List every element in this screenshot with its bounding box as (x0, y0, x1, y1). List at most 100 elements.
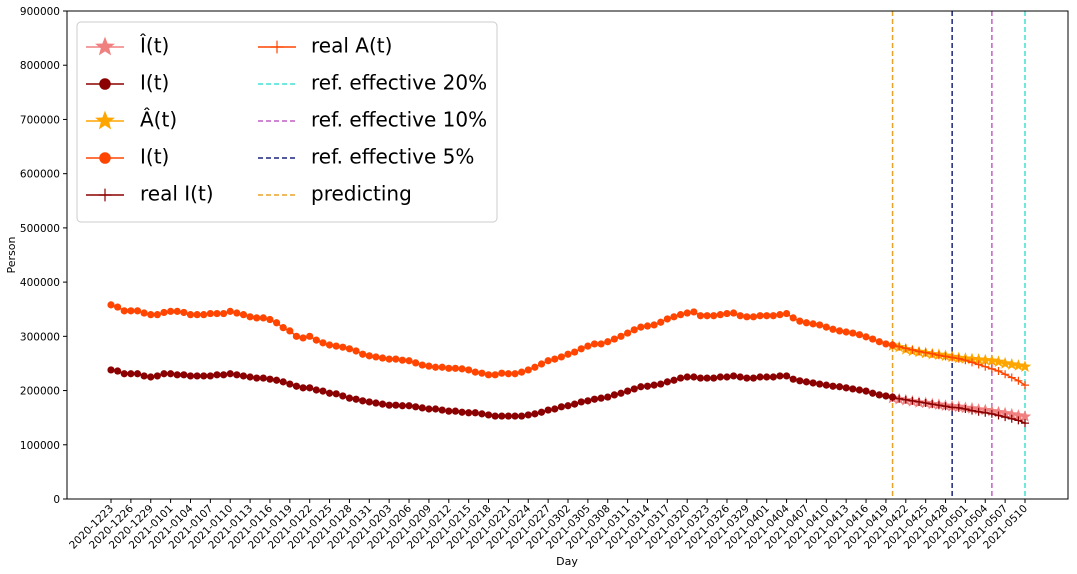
point (961, 404, 970, 413)
point (292, 382, 301, 390)
legend-box (76, 21, 498, 223)
point (299, 384, 307, 392)
point (597, 340, 605, 348)
point (359, 350, 367, 358)
legend-label: predicting (311, 182, 412, 206)
point (1018, 410, 1032, 422)
point (167, 307, 175, 315)
point (683, 373, 691, 381)
point (312, 336, 320, 344)
point (802, 319, 811, 327)
point (186, 311, 195, 319)
point (544, 406, 552, 414)
legend-marker (95, 110, 115, 130)
point (365, 352, 373, 360)
point (114, 367, 122, 375)
point (630, 385, 638, 393)
point (133, 307, 142, 315)
legend-marker (95, 36, 115, 56)
point (1021, 419, 1029, 428)
point (849, 385, 857, 393)
point (279, 378, 287, 386)
point (643, 322, 652, 330)
point (577, 345, 585, 353)
point (776, 311, 784, 319)
point (306, 332, 314, 340)
point (478, 410, 486, 418)
point (789, 314, 797, 322)
y-tick-label: 300000 (20, 331, 60, 343)
point (597, 394, 605, 402)
point (418, 404, 426, 412)
point (1014, 416, 1023, 425)
point (670, 376, 678, 384)
point (994, 411, 1003, 420)
point (571, 348, 579, 356)
point (359, 397, 367, 405)
point (206, 372, 214, 380)
point (998, 356, 1012, 369)
point (127, 370, 135, 378)
point (392, 401, 400, 409)
point (676, 374, 685, 382)
point (160, 370, 168, 378)
point (504, 370, 512, 378)
point (637, 323, 645, 331)
point (299, 334, 307, 342)
point (239, 372, 248, 380)
point (862, 387, 870, 395)
point (107, 366, 115, 374)
point (173, 371, 181, 379)
point (431, 405, 440, 413)
point (180, 371, 188, 379)
point (749, 313, 758, 321)
y-tick-label: 500000 (20, 223, 60, 235)
point (809, 379, 817, 387)
point (425, 362, 433, 370)
point (915, 347, 924, 356)
point (796, 377, 804, 385)
point (504, 412, 512, 420)
point (703, 312, 711, 320)
point (736, 312, 744, 320)
point (518, 412, 526, 420)
point (339, 343, 347, 351)
legend-label: ref. effective 20% (311, 71, 487, 95)
point (219, 309, 228, 318)
point (729, 372, 738, 380)
point (723, 373, 731, 381)
point (716, 373, 724, 381)
point (690, 308, 698, 316)
point (1007, 373, 1016, 382)
point (888, 393, 897, 402)
point (206, 309, 214, 318)
point (590, 340, 599, 348)
point (895, 394, 904, 403)
point (985, 354, 999, 366)
point (445, 364, 453, 372)
point (796, 317, 804, 325)
legend-marker (99, 152, 111, 164)
point (253, 374, 261, 382)
point (465, 366, 473, 374)
point (325, 341, 334, 349)
point (312, 386, 320, 394)
point (987, 409, 996, 418)
point (491, 412, 499, 420)
point (882, 392, 890, 400)
point (1021, 381, 1029, 390)
point (1001, 370, 1010, 379)
point (544, 357, 552, 365)
point (624, 329, 632, 337)
point (451, 364, 460, 372)
point (855, 331, 864, 339)
point (564, 402, 572, 410)
point (921, 348, 930, 357)
point (173, 307, 181, 315)
y-tick-label: 200000 (20, 386, 60, 398)
point (458, 408, 466, 416)
point (120, 307, 128, 315)
point (438, 406, 446, 414)
point (972, 353, 985, 365)
